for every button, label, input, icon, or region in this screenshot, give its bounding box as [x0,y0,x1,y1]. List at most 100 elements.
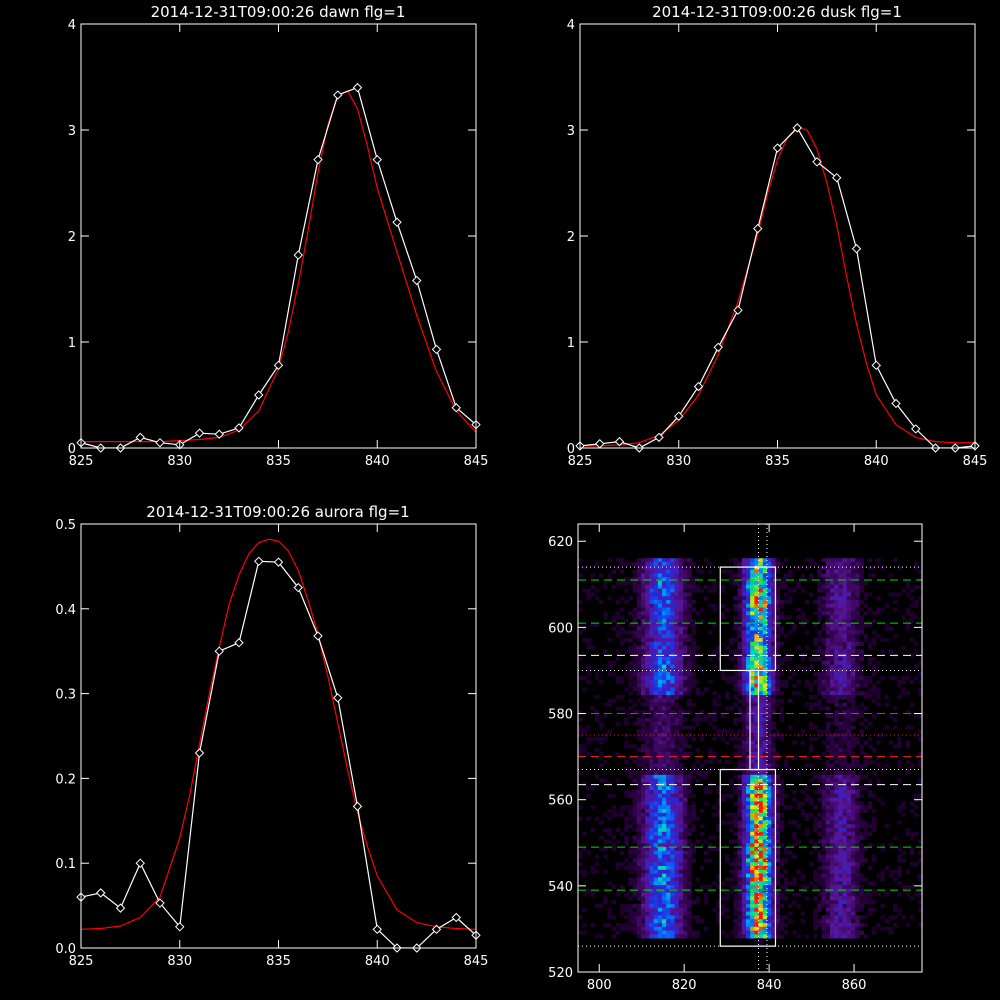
heatmap-cell [830,619,835,624]
heatmap-cell [662,622,667,627]
heatmap-cell [838,915,843,920]
heatmap-cell [834,793,839,798]
heatmap-cell [842,862,848,867]
heatmap-cell [855,558,860,563]
heatmap-cell [699,843,705,848]
heatmap-cell [855,691,860,696]
heatmap-cell [813,820,818,825]
heatmap-cell [796,892,801,897]
heatmap-cell [825,919,831,924]
heatmap-cell [746,805,751,810]
heatmap-cell [683,793,688,798]
heatmap-cell [641,668,646,673]
heatmap-cell [855,672,860,677]
heatmap-cell [830,691,835,696]
heatmap-cell [859,858,864,863]
heatmap-cell [821,930,827,935]
heatmap-cell [842,767,848,772]
heatmap-cell [754,676,759,681]
heatmap-cell [762,839,768,844]
heatmap-cell [649,748,654,753]
heatmap-cell [649,801,654,806]
heatmap-cell [771,820,776,825]
heatmap-cell [582,831,587,836]
heatmap-cell [649,664,654,669]
heatmap-cell [792,588,797,593]
heatmap-cell [683,835,688,840]
heatmap-cell [825,615,831,620]
heatmap-cell [746,657,751,662]
heatmap-cell [607,729,612,734]
heatmap-cell [611,805,617,810]
heatmap-cell [842,831,848,836]
heatmap-cell [758,896,764,901]
heatmap-cell [699,710,705,715]
heatmap-cell [678,706,684,711]
heatmap-cell [830,801,835,806]
heatmap-cell [817,588,822,593]
heatmap-cell [645,619,650,624]
heatmap-cell [678,721,684,726]
heatmap-cell [867,759,873,764]
heatmap-cell [834,748,839,753]
heatmap-cell [599,778,604,783]
heatmap-cell [674,926,680,931]
heatmap-cell [846,683,852,688]
heatmap-cell [678,744,684,749]
heatmap-cell [670,759,675,764]
heatmap-cell [855,801,860,806]
heatmap-cell [720,729,726,734]
heatmap-cell [716,885,722,890]
heatmap-cell [741,653,747,658]
heatmap-cell [699,885,705,890]
heatmap-cell [746,763,751,768]
heatmap-cell [825,926,831,931]
heatmap-cell [620,676,625,681]
heatmap-cell [909,763,915,768]
heatmap-cell [628,926,633,931]
heatmap-cell [649,660,654,665]
heatmap-cell [615,839,621,844]
heatmap-cell [834,801,839,806]
heatmap-cell [771,755,776,760]
heatmap-cell [737,839,743,844]
heatmap-cell [838,638,843,643]
heatmap-cell [746,759,751,764]
data-point [135,858,145,868]
heatmap-cell [851,774,856,779]
heatmap-cell [653,657,659,662]
heatmap-cell [750,710,755,715]
heatmap-cell [594,736,600,741]
heatmap-cell [578,915,583,920]
heatmap-cell [817,581,822,586]
heatmap-cell [641,691,646,696]
heatmap-cell [683,657,688,662]
heatmap-cell [758,926,764,931]
heatmap-cell [666,584,671,589]
heatmap-cell [842,820,848,825]
heatmap-cell [817,630,822,635]
heatmap-cell [817,820,822,825]
heatmap-cell [653,763,659,768]
heatmap-cell [825,831,831,836]
heatmap-cell [754,835,759,840]
heatmap-cell [758,831,764,836]
heatmap-cell [657,736,663,741]
heatmap-cell [880,638,885,643]
heatmap-cell [737,843,743,848]
heatmap-cell [733,619,738,624]
heatmap-cell [594,869,600,874]
heatmap-cell [762,873,768,878]
heatmap-cell [645,797,650,802]
heatmap-cell [762,805,768,810]
heatmap-cell [678,592,684,597]
data-point [832,172,842,183]
heatmap-cell [746,630,751,635]
heatmap-cell [792,881,797,886]
heatmap-cell [851,714,856,719]
heatmap-cell [590,923,596,928]
heatmap-cell [733,820,738,825]
heatmap-cell [662,847,667,852]
heatmap-cell [842,858,848,863]
heatmap-cell [708,847,713,852]
